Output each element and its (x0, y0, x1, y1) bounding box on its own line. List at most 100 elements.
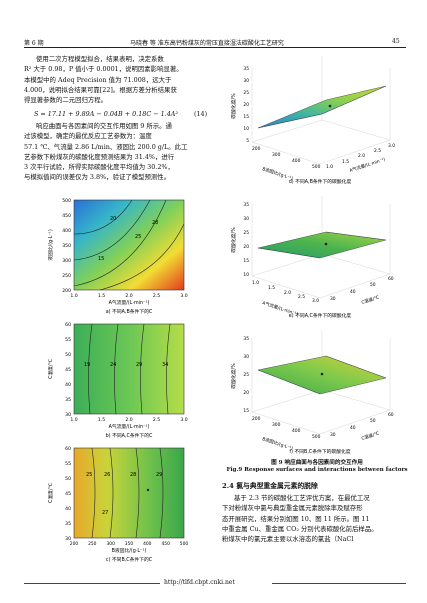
footer-rule-right (272, 583, 406, 584)
x-axis-label: C温度/℃ (360, 294, 380, 306)
y-tick: 450 (62, 213, 71, 219)
chart-caption: e) 不同A,C条件下的碳酸化度 (289, 312, 352, 319)
text-line: 下对粉煤灰中氯与典型重金属元素脱除率及赋存形 (222, 504, 363, 513)
y-tick: 200 (62, 288, 71, 294)
y-tick: 200 (252, 146, 261, 152)
x-tick: 30 (330, 296, 336, 302)
y-tick: 40 (65, 382, 71, 388)
x-axis-label: A气流量/(L·min⁻¹) (109, 423, 150, 430)
y-tick: 35 (65, 521, 71, 527)
x-axis-label: A气流量/(L·min⁻¹) (109, 299, 150, 306)
y-tick: 500 (62, 198, 71, 204)
x-tick: 350 (125, 541, 134, 547)
text-line: 使用二次方程模型拟合，结果表明，决定系数 (36, 55, 164, 63)
header-title: 马晓春 等 准东高钙粉煤灰的常压直接湿法碳酸化工艺研究 (130, 40, 284, 47)
text-line: 粉煤灰中的氯元素主要以水溶态的氯盐（NaCl (222, 535, 354, 544)
x-tick: 300 (107, 541, 116, 547)
section-title: 2.4 氯与典型重金属元素的脱除 (222, 482, 318, 490)
z-tick: 25 (243, 372, 249, 378)
x-tick: 500 (180, 541, 189, 547)
y-tick: 60 (65, 446, 71, 452)
y-tick: 30 (65, 536, 71, 542)
contour-label: 20 (110, 216, 116, 222)
text-line: 中重金属 Cu、重金属 CO₂ 分别代表碳酸化前后样品。 (222, 524, 378, 533)
y-tick: 250 (62, 273, 71, 279)
contour-label: 28 (152, 220, 158, 226)
z-tick: 10 (243, 272, 249, 278)
z-tick: 35 (243, 336, 249, 342)
y-tick: 55 (65, 461, 71, 467)
y-tick: 50 (65, 352, 71, 358)
y-tick: 1.5 (268, 285, 275, 291)
z-tick: 35 (243, 202, 249, 208)
chart-caption: c) 不同B,C条件下的C (106, 556, 153, 563)
y-tick: 55 (65, 337, 71, 343)
text-line: 基于 2.3 节的碳酸化工艺评优方案，在最优工况 (234, 494, 370, 502)
header-page: 45 (392, 38, 400, 45)
z-tick: 30 (243, 354, 249, 360)
chart-caption: d) 不同A,B条件下的碳酸化度 (289, 178, 352, 185)
y-tick: 30 (65, 412, 71, 418)
contour-label: 25 (135, 234, 141, 240)
contour-label: 34 (162, 362, 168, 368)
y-tick: 500 (312, 164, 321, 170)
x-tick: 2.5 (153, 417, 160, 423)
y-tick: 45 (65, 491, 71, 497)
y-tick: 400 (62, 228, 71, 234)
x-tick: 200 (70, 541, 79, 547)
x-tick: 3.0 (180, 417, 187, 423)
x-tick: 1.5 (98, 293, 105, 299)
z-tick: 5 (246, 138, 249, 144)
surface-plot-e: 35 30 25 20 15 10 碳酸化度/% 1.0 1.5 2.0 2.5… (230, 196, 394, 319)
y-tick: 200 (252, 416, 261, 422)
text-line: 本模型中的 Adeq Precision 值为 71.008，远大于 (24, 75, 172, 84)
contour-label: 15 (98, 256, 104, 262)
x-tick: 2.0 (125, 293, 132, 299)
x-axis-label: A气流量/(L·min⁻¹) (348, 156, 386, 174)
x-tick: 3.0 (180, 293, 187, 299)
y-axis-label: C温度/℃ (47, 358, 54, 379)
y-tick: 2.5 (298, 294, 305, 300)
z-tick: 15 (243, 408, 249, 414)
chart-caption: b) 不同A,C条件下的C (106, 432, 153, 439)
text-line: 与模拟值间的误差仅为 3.8%，验证了模型预测性。 (24, 173, 171, 182)
z-tick: 10 (243, 126, 249, 132)
x-tick: 2.0 (125, 417, 132, 423)
text-line: 3 次平行试验，所得实际碳酸化度平均值为 30.2%， (24, 163, 174, 172)
surface-plot-d: 35 30 25 20 15 10 5 碳酸化度/% 200 300 400 5… (230, 56, 395, 185)
contour-label: 29 (136, 362, 142, 368)
footer-rule-left (24, 583, 160, 584)
y-axis-label: C温度/℃ (47, 482, 54, 503)
contour-label: 28 (130, 472, 136, 478)
x-tick: 1.0 (326, 164, 333, 170)
y-tick: 300 (272, 422, 281, 428)
y-tick: 45 (65, 367, 71, 373)
x-tick: 30 (330, 432, 336, 438)
text-line: R² 大于 0.98，P 值小于 0.0001，说明因素影响显著。 (24, 65, 183, 74)
x-tick: 250 (88, 541, 97, 547)
chart-caption: a) 不同A,B条件下的C (106, 308, 153, 315)
x-tick: 3.0 (388, 143, 395, 149)
x-axis-label: B液固比/(g·L⁻¹) (112, 547, 147, 554)
y-tick: 400 (292, 428, 301, 434)
x-tick: 60 (388, 412, 394, 418)
x-tick: 450 (162, 541, 171, 547)
contour-label: 29 (156, 472, 162, 478)
contour-label: 25 (86, 472, 92, 478)
text-line: 响应曲面与各因素间的交互作用如图 9 所示。通 (36, 122, 172, 130)
text-line: 艺参数下粉煤灰的碳酸化度预测结果为 31.4%，进行 (24, 152, 175, 161)
contour-label: 27 (102, 510, 108, 516)
footer-url[interactable]: http://tlfd.cbpt.cnki.net (164, 579, 235, 586)
contour-plot-c: 25 26 28 27 29 60 55 50 45 40 35 30 200 … (47, 446, 189, 563)
x-tick: 2.5 (153, 293, 160, 299)
text-line: 4.000，说明拟合结果可靠[22]。根据方差分析结果获 (24, 85, 177, 94)
z-tick: 30 (243, 78, 249, 84)
surface-plot-f: 35 30 25 20 15 碳酸化度/% 200 300 400 500 30… (230, 330, 394, 455)
x-tick: 50 (370, 418, 376, 424)
z-tick: 30 (243, 216, 249, 222)
y-tick: 35 (65, 397, 71, 403)
left-text-block: 使用二次方程模型拟合，结果表明，决定系数 R² 大于 0.98，P 值小于 0.… (24, 54, 214, 105)
text-line: 得显著参数的二元回归方程。 (24, 96, 108, 105)
header-issue: 第 6 期 (24, 40, 44, 47)
text-line: 过该模型，确定的最优反应工艺参数为：温度 (24, 132, 152, 141)
